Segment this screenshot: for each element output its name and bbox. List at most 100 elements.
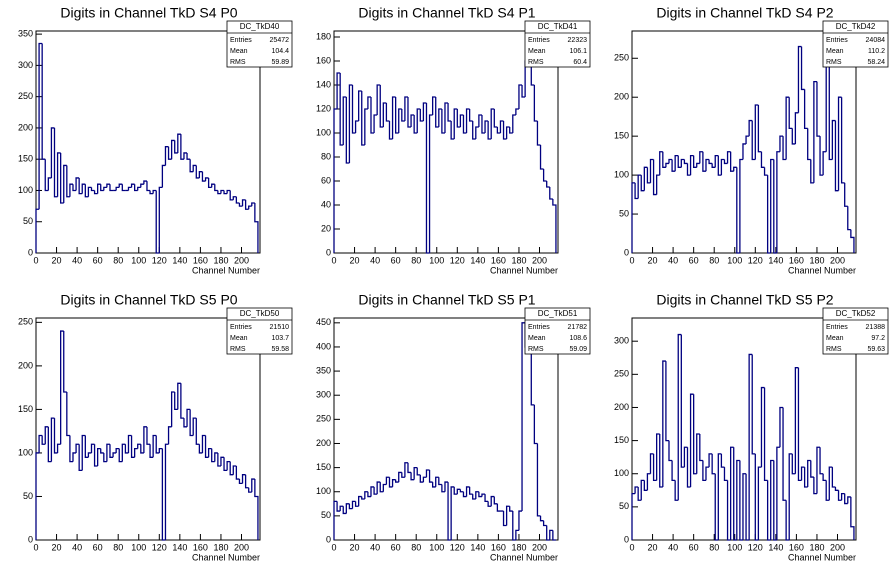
histogram-bin [198, 171, 203, 178]
histogram-bin [158, 447, 163, 453]
histogram-bin [38, 42, 43, 210]
histogram-bin [496, 127, 501, 134]
histogram-bin [69, 435, 73, 463]
histogram-bin [161, 164, 166, 188]
histogram-bin [422, 102, 427, 121]
histogram-bin [195, 418, 200, 445]
histogram-bin [834, 486, 839, 491]
histogram-bin [453, 486, 458, 495]
x-tick-label: 100 [429, 255, 444, 265]
histogram-bin [736, 167, 740, 254]
histogram-bin [241, 199, 246, 207]
x-tick-label: 200 [830, 255, 845, 265]
stats-label: Entries [230, 324, 252, 331]
histogram-bin [770, 459, 774, 540]
histogram-bin [413, 466, 418, 480]
histogram-bin [358, 90, 362, 121]
y-tick-label: 0 [326, 247, 331, 257]
stats-label: RMS [528, 59, 544, 66]
stats-label: RMS [826, 59, 842, 66]
y-tick-label: 300 [614, 336, 629, 346]
x-axis-label: Channel Number [192, 552, 260, 562]
histogram-bin [121, 184, 126, 192]
histogram-bin [847, 496, 851, 504]
stats-value: 60.4 [573, 59, 587, 66]
histogram-bin [376, 84, 381, 115]
histogram-bin [794, 112, 799, 144]
histogram-bin [723, 159, 728, 165]
histogram-bin [404, 96, 408, 121]
histogram-bin [164, 146, 169, 166]
y-tick-label: 200 [614, 92, 629, 102]
stats-label: Entries [826, 37, 848, 44]
histogram-bin [680, 158, 685, 168]
x-tick-label: 40 [72, 542, 82, 552]
histogram-bin [422, 476, 427, 483]
histogram-bin [72, 452, 77, 462]
histogram-bin [512, 114, 516, 133]
histogram-bin [435, 476, 439, 487]
histogram-bin [413, 115, 418, 134]
histogram-bin [705, 158, 710, 172]
histogram-bin [702, 151, 706, 172]
stats-label: Mean [528, 48, 546, 55]
pad: Digits in Channel TkD S4 P20501001502002… [614, 5, 889, 275]
pad-title: Digits in Channel TkD S4 P2 [656, 5, 833, 21]
stats-value: 59.89 [271, 59, 289, 66]
x-tick-label: 20 [52, 542, 62, 552]
stats-value: 59.09 [569, 346, 587, 353]
y-tick-label: 0 [326, 534, 331, 544]
histogram-bin [220, 189, 225, 194]
histogram-bin [435, 97, 439, 128]
x-tick-label: 40 [370, 542, 380, 552]
histogram-bin [137, 186, 141, 191]
histogram-bin [370, 486, 375, 497]
histogram-bin [549, 187, 553, 200]
histogram-bin [385, 476, 390, 485]
histogram-bin [521, 322, 526, 512]
histogram-bin [748, 119, 753, 137]
histogram-bin [751, 120, 756, 161]
histogram-bin [766, 175, 771, 254]
histogram-bin [800, 466, 805, 481]
histogram-bin [69, 183, 73, 197]
histogram-bin [115, 447, 120, 453]
histogram-bin [348, 503, 353, 510]
pad-title: Digits in Channel TkD S4 P0 [60, 5, 237, 21]
x-tick-label: 0 [33, 255, 38, 265]
histogram-bin [149, 190, 154, 195]
histogram-bin [834, 120, 839, 192]
stats-label: RMS [826, 346, 842, 353]
histogram-bin [441, 109, 445, 134]
x-tick-label: 20 [350, 255, 360, 265]
stats-value: 21388 [866, 324, 886, 331]
y-tick-label: 150 [18, 404, 33, 414]
histogram-bin [385, 103, 390, 122]
x-tick-label: 100 [131, 255, 146, 265]
histogram-bin [533, 404, 538, 445]
x-tick-label: 160 [193, 542, 208, 552]
x-tick-label: 180 [511, 542, 526, 552]
histogram-bin [816, 446, 821, 494]
x-tick-label: 200 [532, 255, 547, 265]
histogram-bin [367, 491, 371, 498]
histogram-bin [546, 181, 550, 188]
histogram-bin [174, 392, 178, 411]
histogram-bin [757, 466, 762, 540]
histogram-bin [742, 473, 747, 540]
histogram-bin [847, 206, 851, 231]
histogram-bin [637, 486, 642, 501]
histogram-bin [487, 121, 492, 140]
histogram-bin [348, 84, 353, 163]
histogram-bin [152, 189, 157, 194]
histogram-bin [146, 181, 151, 192]
histogram-bin [177, 133, 181, 153]
histogram-bin [530, 337, 535, 406]
histogram-bin [717, 155, 722, 176]
pad-title: Digits in Channel TkD S5 P2 [656, 292, 833, 308]
histogram-bin [763, 387, 768, 482]
histogram-bin [552, 530, 556, 541]
histogram-bin [351, 500, 356, 509]
histogram-bin [198, 444, 203, 454]
stats-box: DC_TkD52 Entries 21388 Mean 97.2 RMS 59.63 [822, 307, 889, 355]
